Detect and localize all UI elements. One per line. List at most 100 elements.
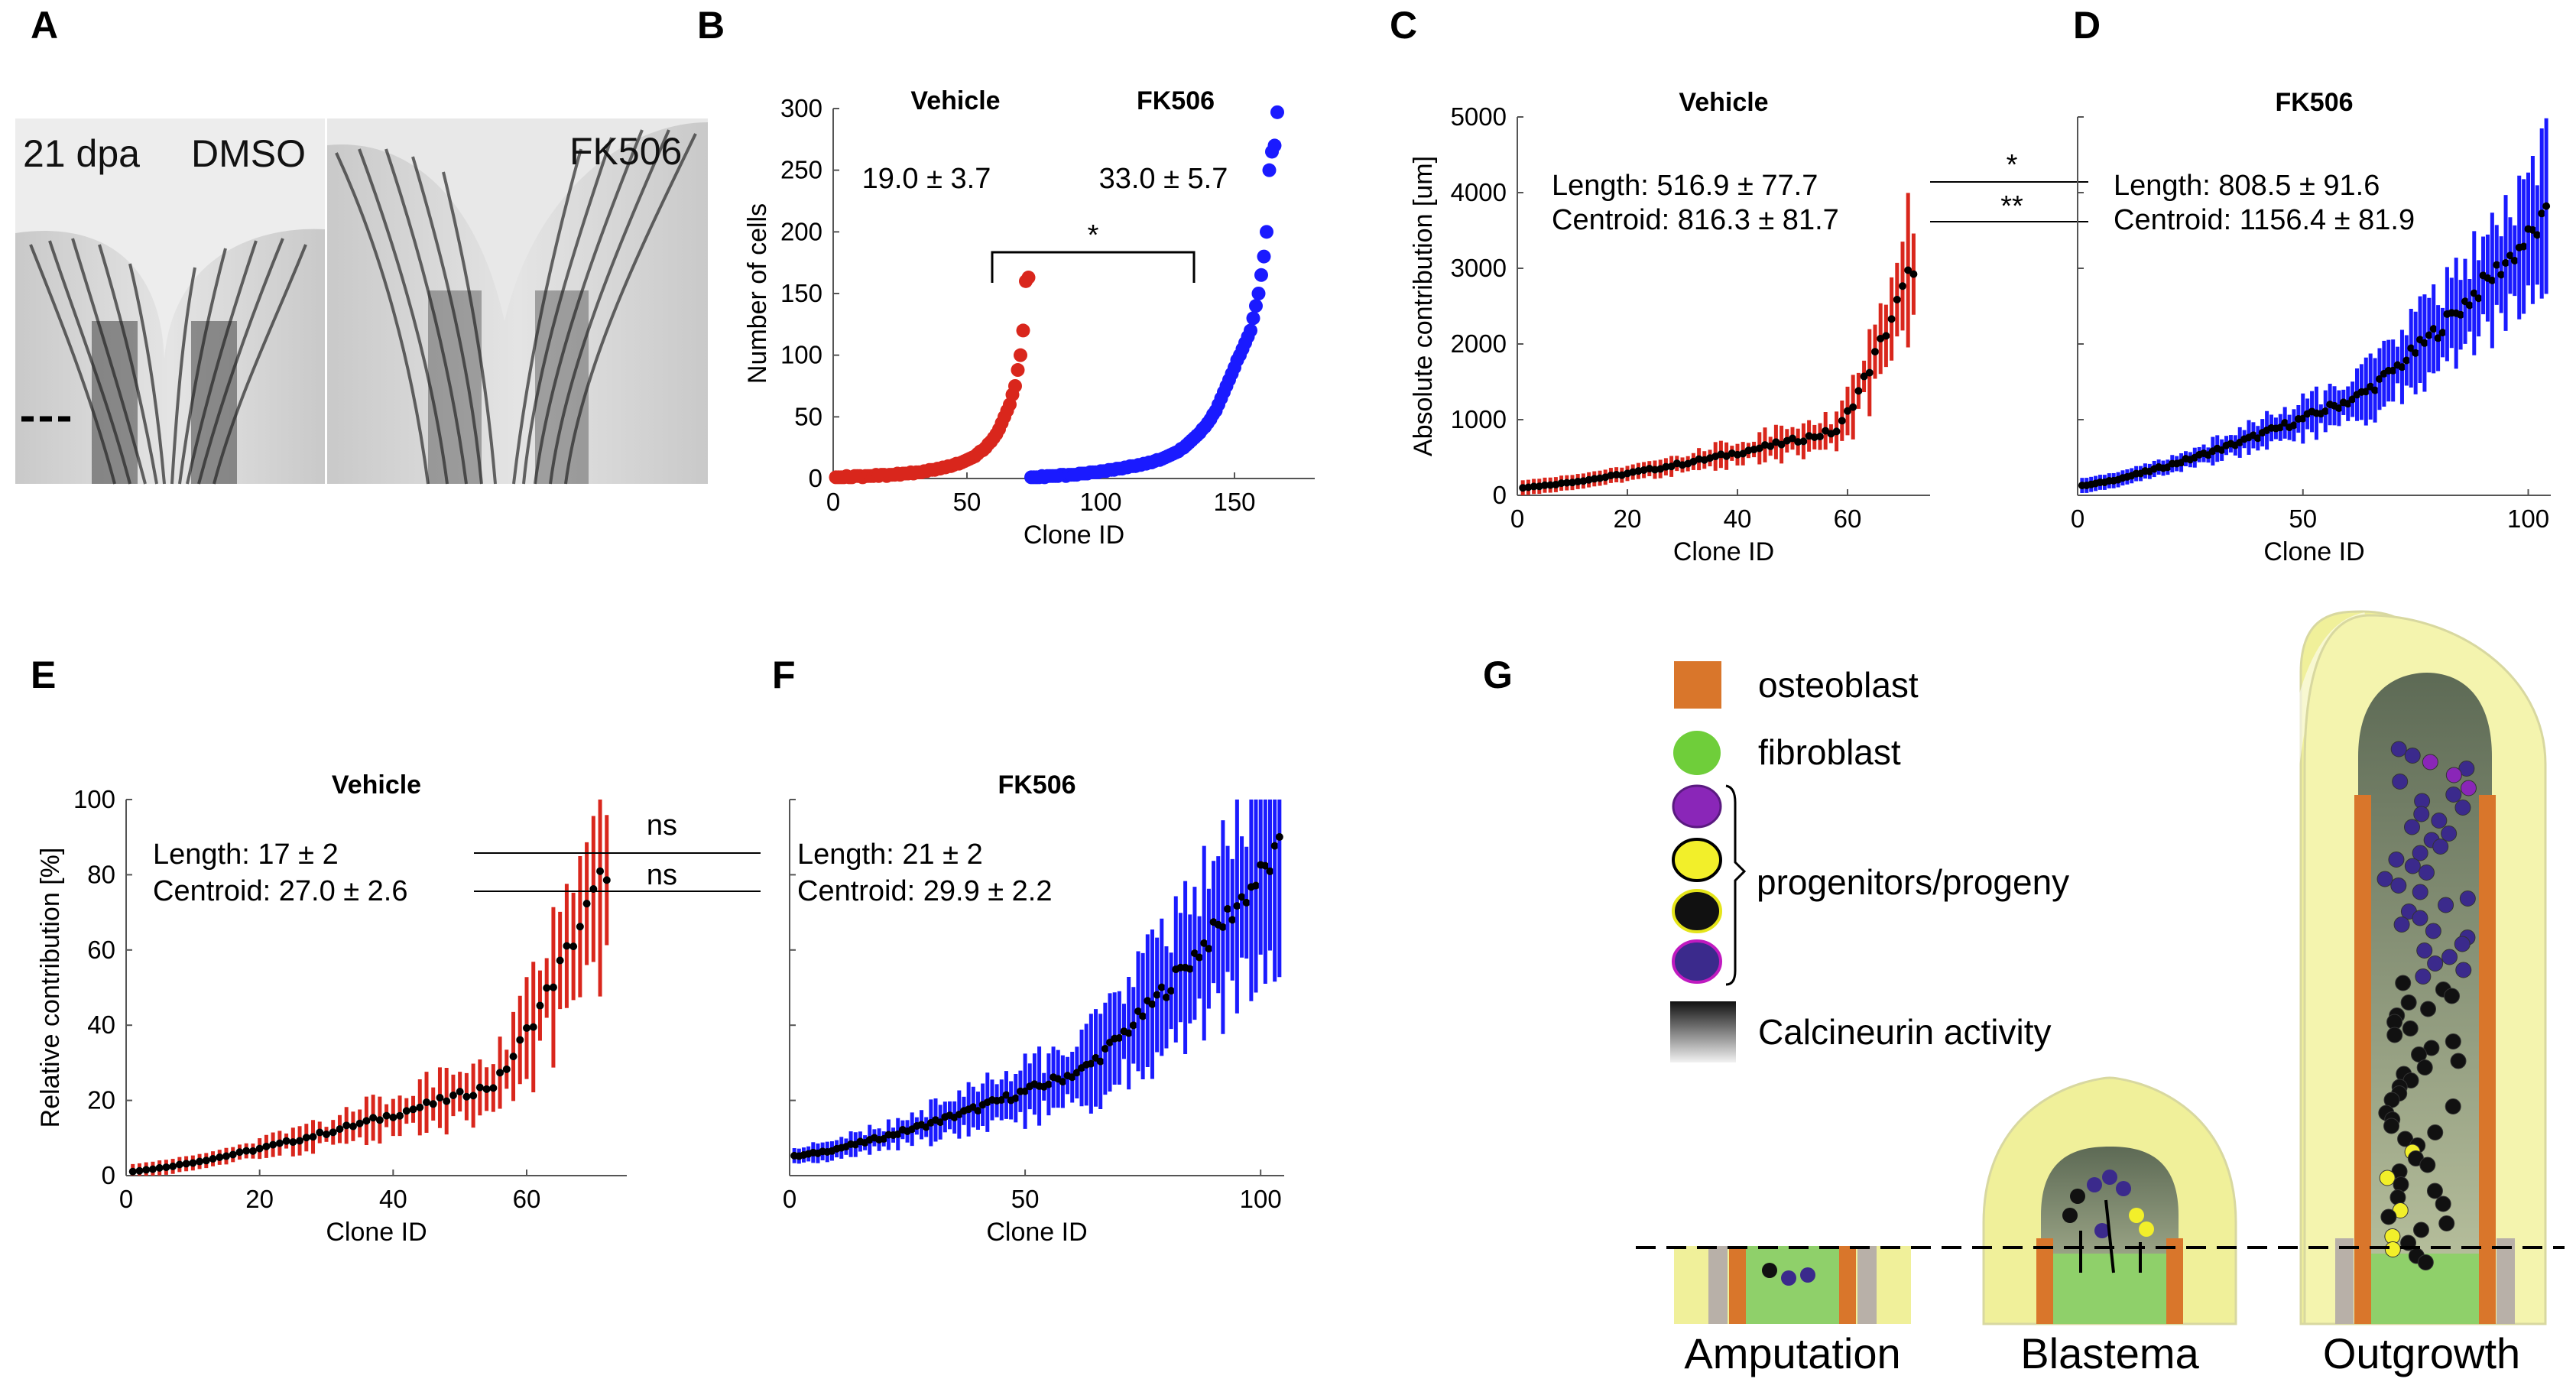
fk506-centroid-point bbox=[2375, 375, 2383, 383]
panel-label-b: B bbox=[697, 4, 725, 47]
fk506-centroid-point bbox=[2465, 301, 2474, 310]
vehicle-centroid-point bbox=[1777, 440, 1786, 449]
vehicle-centroid-point bbox=[182, 1160, 190, 1168]
vehicle-centroid-point bbox=[469, 1092, 478, 1100]
progenitor-cell bbox=[2390, 878, 2407, 894]
fk506-centroid-point bbox=[1129, 1021, 1137, 1030]
panel-c-chart: 0 20 40 60 0 1000 2000 3000 4000 5000 Clone ID Abso… bbox=[1409, 88, 2088, 566]
progenitor-cell bbox=[2418, 865, 2435, 881]
blastema-diagram bbox=[1982, 1076, 2237, 1325]
fk506-centroid-point bbox=[2438, 329, 2447, 337]
vehicle-centroid-point bbox=[255, 1144, 264, 1153]
progenitor-cell bbox=[2416, 1059, 2433, 1075]
y-tick-label: 4000 bbox=[1451, 178, 1507, 206]
vehicle-centroid-point bbox=[362, 1117, 371, 1125]
vehicle-centroid-point bbox=[1519, 484, 1527, 492]
progenitor-cell bbox=[2427, 955, 2444, 972]
x-tick-label: 60 bbox=[513, 1185, 541, 1213]
fk506-label: FK506 bbox=[1137, 86, 1215, 115]
progenitor-cell bbox=[2380, 1208, 2397, 1225]
vehicle-centroid-point bbox=[396, 1111, 404, 1120]
progenitor-cell bbox=[2458, 761, 2475, 777]
fk506-centroid-point bbox=[2457, 310, 2465, 319]
fk506-centroid-point bbox=[2510, 257, 2519, 265]
fk506-centroid-point bbox=[1068, 1073, 1076, 1082]
progenitor-cell bbox=[2445, 767, 2462, 783]
vehicle-centroid-point bbox=[128, 1167, 137, 1176]
y-tick-label: 50 bbox=[794, 402, 822, 430]
fk506-centroid-point bbox=[1270, 842, 1279, 850]
length-stat: Length: 17 ± 2 bbox=[153, 839, 339, 871]
vehicle-centroid-point bbox=[175, 1160, 183, 1169]
fk506-centroid-point bbox=[2371, 386, 2380, 394]
vehicle-centroid-point bbox=[516, 1036, 524, 1044]
progenitor-cell bbox=[2412, 910, 2428, 926]
progenitor-cell bbox=[2404, 858, 2421, 874]
progenitor-ovals-icon bbox=[1672, 784, 1722, 984]
fk506-centroid-point bbox=[2474, 294, 2483, 303]
centroid-stat: Centroid: 29.9 ± 2.2 bbox=[797, 875, 1053, 907]
panel-a-photos: 21 dpa DMSO FK506 bbox=[15, 118, 708, 485]
vehicle-centroid-point bbox=[222, 1152, 230, 1160]
vehicle-centroid-point bbox=[329, 1128, 337, 1137]
fk506-centroid-point bbox=[2362, 388, 2370, 396]
y-tick-label: 80 bbox=[87, 860, 115, 888]
vehicle-centroid-point bbox=[282, 1137, 290, 1145]
stage-blastema: Blastema bbox=[2020, 1329, 2199, 1377]
chart-title: Vehicle bbox=[1679, 88, 1768, 117]
fk506-centroid-point bbox=[1275, 832, 1283, 841]
progenitor-cell bbox=[2388, 852, 2405, 868]
vehicle-centroid-point bbox=[536, 1001, 544, 1010]
vehicle-centroid-point bbox=[302, 1134, 310, 1142]
vehicle-centroid-point bbox=[382, 1111, 391, 1120]
vehicle-centroid-point bbox=[582, 900, 591, 908]
progenitor-cell bbox=[2445, 1098, 2461, 1114]
progenitor-cell bbox=[2400, 994, 2417, 1011]
vehicle-label: Vehicle bbox=[910, 86, 1000, 115]
chart-title: FK506 bbox=[2275, 88, 2353, 117]
x-tick-label: 150 bbox=[1213, 488, 1255, 516]
fk506-centroid-point bbox=[1011, 1094, 1020, 1102]
vehicle-centroid-point bbox=[475, 1083, 484, 1092]
x-tick-label: 50 bbox=[1011, 1185, 1040, 1213]
panel-d-chart: 0 50 100 Clone ID FK506 Length: 808.5 ± 91.6C… bbox=[2071, 88, 2551, 566]
dmso-fin-rays bbox=[29, 238, 307, 485]
fk506-centroid-point bbox=[1134, 1007, 1142, 1015]
vehicle-centroid-point bbox=[1530, 482, 1538, 491]
progenitor-cell bbox=[2454, 800, 2471, 816]
fk506-point bbox=[1244, 323, 1257, 338]
significance-marker: * bbox=[2007, 149, 2018, 181]
fk506-centroid-point bbox=[1044, 1080, 1053, 1088]
vehicle-centroid-point bbox=[502, 1065, 511, 1073]
vehicle-centroid-point bbox=[436, 1094, 444, 1102]
fk506-centroid-point bbox=[1196, 953, 1204, 962]
progenitor-cell bbox=[2412, 1221, 2429, 1238]
panel-f-chart: 0 50 100 Clone ID FK506 Length: 21 ± 2 Centroi… bbox=[783, 770, 1284, 1247]
vehicle-centroid-point bbox=[189, 1159, 197, 1167]
x-axis-label: Clone ID bbox=[1024, 521, 1124, 550]
y-tick-label: 150 bbox=[780, 279, 822, 307]
x-tick-label: 20 bbox=[245, 1185, 274, 1213]
vehicle-centroid-point bbox=[1893, 295, 1901, 303]
x-tick-label: 40 bbox=[379, 1185, 407, 1213]
fk506-centroid-point bbox=[1157, 983, 1166, 991]
centroid-stat: Centroid: 27.0 ± 2.6 bbox=[153, 875, 408, 907]
fk506-centroid-point bbox=[1218, 923, 1227, 931]
fk506-centroid-point bbox=[1167, 987, 1176, 995]
vehicle-centroid-point bbox=[1789, 434, 1796, 443]
progenitor-cell bbox=[2438, 1215, 2455, 1231]
vehicle-centroid-point bbox=[456, 1088, 464, 1096]
vehicle-centroid-point bbox=[1755, 444, 1763, 453]
vehicle-centroid-point bbox=[202, 1157, 210, 1165]
y-tick-label: 100 bbox=[780, 341, 822, 369]
vehicle-centroid-point bbox=[1871, 348, 1879, 356]
fk506-centroid-point bbox=[1002, 1091, 1011, 1099]
progenitor-cell bbox=[2420, 1001, 2437, 1017]
fk506-centroid-point bbox=[2542, 202, 2551, 210]
progenitor-cell bbox=[2435, 1195, 2451, 1212]
legend-fibroblast: fibroblast bbox=[1758, 732, 1901, 772]
vehicle-centroid-point bbox=[402, 1107, 410, 1115]
progenitor-cell bbox=[2404, 748, 2421, 764]
fk506-centroid-point bbox=[1096, 1057, 1105, 1066]
